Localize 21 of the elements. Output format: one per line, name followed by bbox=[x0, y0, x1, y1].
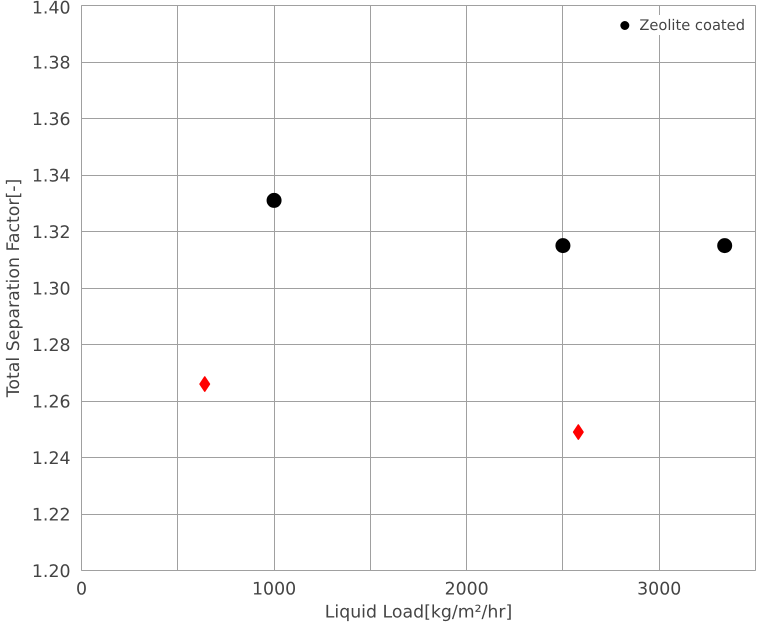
y-tick-label: 1.30 bbox=[32, 280, 71, 300]
x-tick-label: 2000 bbox=[444, 580, 489, 600]
y-axis-title: Total Separation Factor[-] bbox=[4, 178, 24, 398]
y-tick-label: 1.28 bbox=[32, 336, 71, 356]
point bbox=[555, 238, 570, 254]
y-tick-label: 1.24 bbox=[32, 449, 71, 469]
y-tick-label: 1.36 bbox=[32, 110, 71, 130]
x-tick-label: 3000 bbox=[637, 580, 682, 600]
point bbox=[717, 238, 732, 254]
y-tick-label: 1.38 bbox=[32, 54, 71, 74]
y-tick-label: 1.40 bbox=[32, 0, 71, 18]
y-tick-label: 1.34 bbox=[32, 166, 71, 186]
y-tick-label: 1.20 bbox=[32, 562, 71, 582]
x-tick-label: 0 bbox=[76, 580, 88, 600]
x-axis-title: Liquid Load[kg/m²/hr] bbox=[324, 602, 512, 622]
legend-label: Zeolite coated bbox=[639, 16, 745, 34]
point bbox=[266, 192, 282, 208]
y-tick-label: 1.32 bbox=[32, 223, 71, 243]
y-tick-label: 1.26 bbox=[32, 392, 71, 412]
x-tick-label: 1000 bbox=[252, 580, 296, 600]
y-tick-label: 1.22 bbox=[32, 506, 71, 526]
